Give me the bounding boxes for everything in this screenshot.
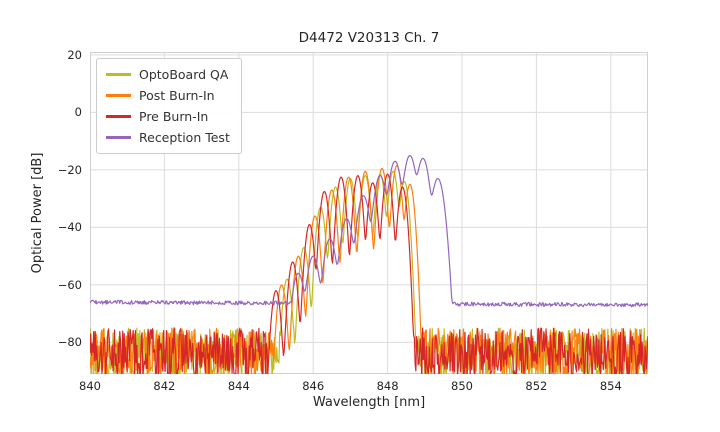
y-tick-label: −40 [57,220,82,235]
legend-line-swatch [106,115,131,118]
y-axis-label: Optical Power [dB] [30,152,45,274]
legend-label: Pre Burn-In [139,109,209,124]
x-tick-label: 850 [451,379,473,393]
x-tick-label: 854 [599,379,622,393]
legend-line-swatch [106,136,131,139]
y-tick-label: 20 [67,47,82,62]
legend-entry: Pre Burn-In [106,106,230,127]
x-axis-label: Wavelength [nm] [312,395,426,410]
x-tick-label: 844 [227,379,250,393]
x-tick-label: 840 [79,379,101,393]
y-tick-label: −20 [57,162,82,177]
y-tick-label: −80 [57,335,82,350]
y-tick-label: 0 [74,105,82,120]
chart-title: D4472 V20313 Ch. 7 [298,30,440,46]
legend: OptoBoard QA Post Burn-In Pre Burn-In Recep… [96,58,242,154]
legend-entry: Post Burn-In [106,85,230,106]
y-tick-label: −60 [57,277,82,292]
x-tick-label: 842 [153,379,176,393]
x-tick-label: 852 [525,379,548,393]
legend-label: OptoBoard QA [139,67,229,82]
x-tick-label: 846 [302,379,325,393]
legend-entry: Reception Test [106,127,230,148]
legend-entry: OptoBoard QA [106,64,230,85]
legend-line-swatch [106,94,131,97]
legend-line-swatch [106,73,131,76]
legend-label: Reception Test [139,130,230,145]
x-tick-label: 848 [376,379,399,393]
legend-label: Post Burn-In [139,88,215,103]
